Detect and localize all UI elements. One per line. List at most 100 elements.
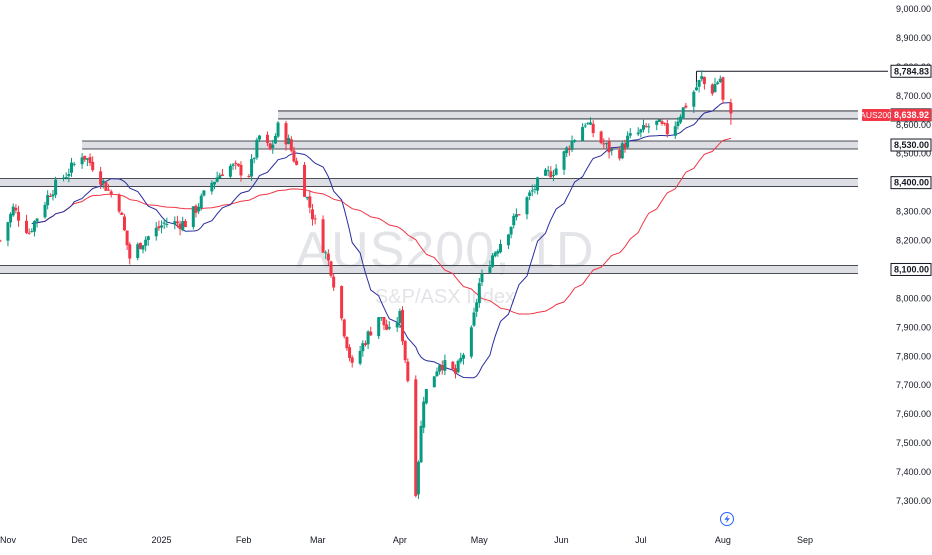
candle-body bbox=[562, 151, 566, 170]
candle-body bbox=[573, 140, 577, 142]
candle-body bbox=[480, 273, 484, 283]
candle-body bbox=[51, 194, 55, 197]
candle-body bbox=[403, 340, 407, 361]
candle-body bbox=[657, 119, 661, 122]
candle-body bbox=[162, 222, 166, 224]
candle-body bbox=[419, 425, 423, 463]
candle-body bbox=[35, 218, 39, 222]
candle-body bbox=[191, 206, 195, 228]
price-tick-label: 8,300.00 bbox=[896, 207, 931, 217]
candle-body bbox=[289, 139, 293, 151]
candle-body bbox=[332, 276, 336, 288]
candle-body bbox=[183, 220, 187, 228]
candle-body bbox=[713, 84, 717, 93]
candle-body bbox=[247, 175, 251, 177]
candle-body bbox=[644, 125, 648, 127]
candle-body bbox=[258, 135, 262, 140]
time-axis[interactable]: Nov Dec 2025 Feb Mar Apr May Jun Jul Aug Sep bbox=[0, 535, 813, 545]
candle-body bbox=[697, 80, 701, 87]
candle-body bbox=[284, 123, 288, 145]
candle-body bbox=[700, 76, 704, 80]
level-label-text: 8,400.00 bbox=[894, 178, 929, 188]
price-axis[interactable]: 9,000.008,900.008,800.008,700.008,600.00… bbox=[896, 4, 931, 506]
candle-body bbox=[459, 357, 463, 362]
candle-body bbox=[11, 206, 15, 216]
candle-body bbox=[276, 122, 280, 137]
candle-body bbox=[570, 140, 574, 150]
candle-body bbox=[377, 317, 381, 337]
candle-body bbox=[387, 327, 391, 329]
candle-body bbox=[424, 389, 428, 404]
candle-body bbox=[398, 310, 402, 324]
candlesticks bbox=[0, 70, 733, 499]
candle-body bbox=[313, 218, 317, 220]
candle-body bbox=[144, 239, 148, 246]
watermark-name: S&P/ASX Index bbox=[375, 286, 515, 308]
candle-body bbox=[499, 244, 502, 253]
candle-body bbox=[30, 231, 34, 233]
candle-body bbox=[250, 159, 254, 177]
candle-body bbox=[287, 138, 291, 144]
price-tick-label: 7,900.00 bbox=[896, 322, 931, 332]
candle-body bbox=[401, 309, 405, 342]
candle-body bbox=[589, 122, 593, 125]
time-tick-label: Apr bbox=[393, 535, 407, 545]
candle-body bbox=[165, 223, 169, 225]
candle-body bbox=[146, 236, 150, 240]
candle-body bbox=[252, 158, 256, 160]
candle-body bbox=[340, 286, 344, 319]
candle-body bbox=[231, 164, 235, 166]
candle-body bbox=[636, 132, 640, 135]
candle-body bbox=[83, 155, 87, 160]
candle-body bbox=[567, 148, 571, 150]
candle-body bbox=[453, 368, 457, 374]
candle-body bbox=[173, 221, 177, 225]
candle-body bbox=[9, 213, 13, 223]
candle-body bbox=[509, 226, 513, 235]
price-tick-label: 7,800.00 bbox=[896, 351, 931, 361]
lightning-icon[interactable] bbox=[720, 512, 734, 526]
candle-body bbox=[702, 77, 706, 84]
candle-body bbox=[310, 209, 314, 220]
candle-body bbox=[472, 312, 476, 326]
candle-body bbox=[642, 125, 645, 130]
candle-body bbox=[348, 347, 352, 359]
candle-body bbox=[213, 181, 216, 185]
candle-body bbox=[271, 144, 275, 148]
candle-body bbox=[475, 302, 479, 312]
candle-body bbox=[234, 162, 238, 164]
candle-body bbox=[551, 175, 555, 177]
candle-body bbox=[220, 174, 224, 176]
candle-body bbox=[517, 214, 521, 216]
candle-body bbox=[369, 331, 373, 336]
candle-body bbox=[210, 182, 214, 192]
time-tick-label: May bbox=[471, 535, 489, 545]
candle-body bbox=[104, 182, 108, 191]
candle-body bbox=[80, 157, 84, 165]
candle-body bbox=[181, 221, 185, 231]
candle-body bbox=[329, 261, 333, 276]
candle-body bbox=[197, 206, 201, 212]
candle-body bbox=[85, 158, 89, 160]
time-tick-label: Jul bbox=[635, 535, 647, 545]
candle-body bbox=[729, 102, 733, 114]
time-tick-label: 2025 bbox=[152, 535, 172, 545]
last-price-value: 8,638.92 bbox=[894, 110, 929, 120]
candle-body bbox=[681, 107, 685, 118]
candle-body bbox=[663, 122, 667, 124]
moving-averages bbox=[31, 102, 732, 379]
candle-body bbox=[679, 116, 683, 123]
candle-body bbox=[194, 205, 198, 213]
candle-body bbox=[202, 190, 206, 196]
price-tick-label: 7,700.00 bbox=[896, 380, 931, 390]
candle-body bbox=[620, 143, 624, 159]
time-tick-label: Aug bbox=[715, 535, 731, 545]
candle-body bbox=[17, 211, 21, 221]
candle-body bbox=[607, 141, 611, 153]
time-tick-label: Mar bbox=[310, 535, 326, 545]
candle-body bbox=[305, 197, 309, 199]
candle-body bbox=[48, 196, 52, 198]
last-price-symbol: AUS200 bbox=[860, 110, 892, 120]
